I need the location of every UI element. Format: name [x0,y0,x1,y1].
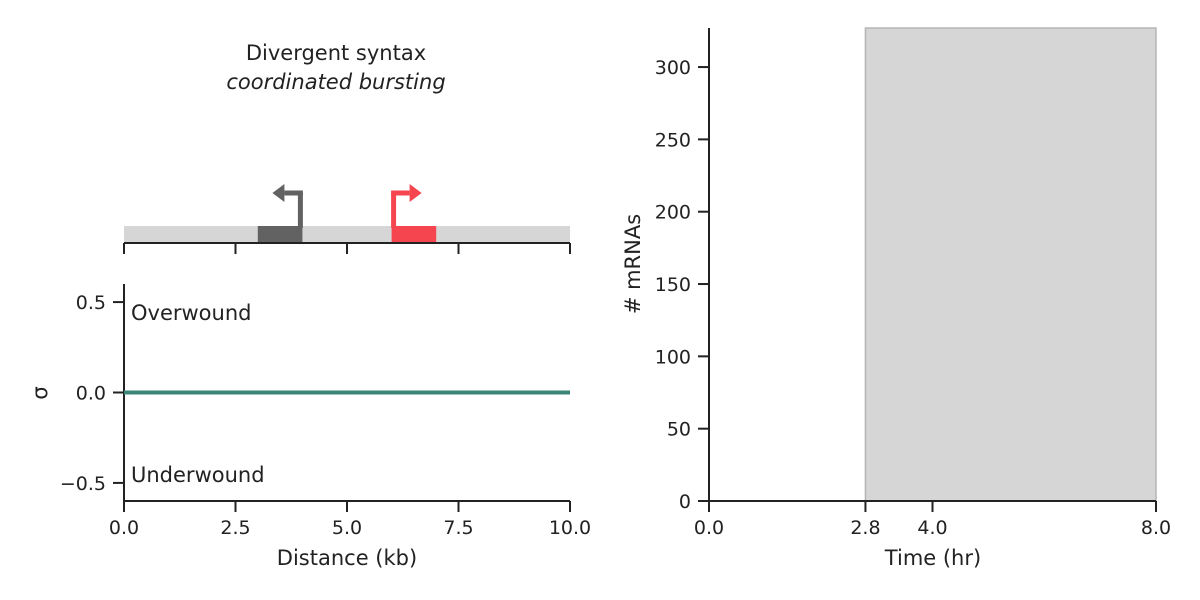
y-tick-label: −0.5 [60,473,106,495]
y-tick-label: 200 [655,202,691,224]
supercoiling-panel: 0.50.0−0.5 0.0 2.5 5.0 7.5 10.0 Overwound Un… [28,284,591,570]
y-axis-label: # mRNAs [621,214,645,314]
track-ticks [123,243,571,254]
sc-y-ticks: 0.5 0.0 −0.5 [60,292,124,495]
x-tick-label: 8.0 [1141,517,1171,539]
x-tick-label: 7.5 [443,517,473,539]
y-tick-label: 0 [679,491,691,513]
shaded-region [864,27,1157,502]
y-tick-label: 50 [667,419,691,441]
sc-x-ticks: 0.0 2.5 5.0 7.5 10.0 [109,501,591,539]
gene-right [391,184,437,243]
overwound-label: Overwound [131,301,251,325]
y-tick-label: 0.0 [76,383,106,405]
x-tick-label: 5.0 [332,517,362,539]
mrna-y-ticks: 0 50 100 150 200 250 300 [655,57,709,513]
chart-subtitle: coordinated bursting [226,70,445,94]
x-tick-label: 10.0 [549,517,591,539]
x-tick-label: 4.0 [917,517,947,539]
x-axis-label: Distance (kb) [277,546,417,570]
mrna-x-ticks: 0.0 2.8 4.0 8.0 [694,501,1171,539]
y-tick-label: 250 [655,129,691,151]
promoter-arrow-head [272,184,285,202]
x-tick-label: 0.0 [109,517,139,539]
x-tick-label: 2.5 [220,517,250,539]
chart-title: Divergent syntax [246,41,426,65]
y-tick-label: 100 [655,346,691,368]
underwound-label: Underwound [131,463,265,487]
y-tick-label: 300 [655,57,691,79]
gene-left [257,184,303,243]
y-axis-label: σ [28,386,52,399]
gene-body [257,226,303,243]
gene-track-panel: Divergent syntax coordinated bursting [123,41,571,254]
gene-body [391,226,437,243]
y-tick-label: 0.5 [76,292,106,314]
x-tick-label: 2.8 [850,517,880,539]
x-axis-label: Time (hr) [884,546,981,570]
promoter-arrow-head [409,184,422,202]
genes-group [257,184,437,243]
y-tick-label: 150 [655,274,691,296]
x-tick-label: 0.0 [694,517,724,539]
mrna-panel: 0 50 100 150 200 250 300 0.0 2.8 4.0 8.0 Time (hr… [621,27,1171,570]
dna-track [124,226,570,243]
